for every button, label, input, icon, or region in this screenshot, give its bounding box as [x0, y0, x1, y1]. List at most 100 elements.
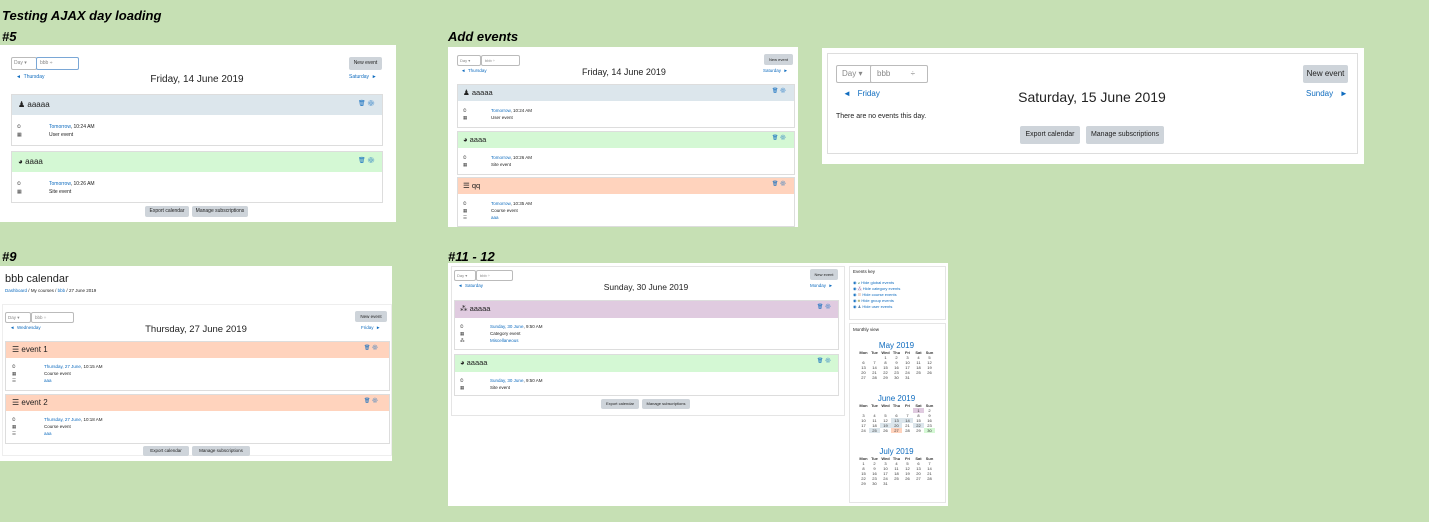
breadcrumb-course[interactable]: bbb: [57, 288, 66, 293]
course-select[interactable]: bbb ÷: [476, 270, 513, 281]
hide-course-events-link[interactable]: Hide course events: [862, 292, 897, 297]
next-day-link[interactable]: Monday ►: [810, 283, 833, 288]
event-title[interactable]: ◕ aaaa: [18, 157, 43, 166]
event-course-link[interactable]: aaa: [491, 215, 499, 220]
event-actions[interactable]: 🗑 ⚙: [817, 358, 831, 364]
event-actions[interactable]: 🗑 ⚙: [772, 135, 786, 141]
hide-category-events-link[interactable]: Hide category events: [862, 286, 901, 291]
prev-day-link[interactable]: ◄ Thursday: [461, 68, 487, 73]
delete-icon[interactable]: 🗑: [772, 88, 779, 94]
gear-icon[interactable]: ⚙: [367, 101, 375, 107]
view-select[interactable]: Day ▾: [454, 270, 476, 281]
user-icon: ♟: [857, 304, 862, 309]
next-day-link[interactable]: Friday ►: [361, 325, 381, 330]
eye-icon[interactable]: ◉: [853, 298, 857, 303]
hide-group-events-link[interactable]: Hide group events: [861, 298, 894, 303]
gear-icon[interactable]: ⚙: [779, 181, 787, 187]
prev-day-link[interactable]: ◄ Thursday: [16, 74, 45, 80]
course-select[interactable]: bbb ÷: [481, 55, 520, 66]
event-course-link[interactable]: aaa: [44, 378, 52, 383]
event-date-link[interactable]: Tomorrow: [491, 201, 511, 206]
next-day-link[interactable]: Sunday ►: [1306, 89, 1348, 98]
event-actions[interactable]: 🗑 ⚙: [772, 181, 786, 187]
event-time: , 10:35 AM: [510, 201, 533, 206]
delete-icon[interactable]: 🗑: [364, 398, 371, 404]
gear-icon[interactable]: ⚙: [779, 135, 787, 141]
delete-icon[interactable]: 🗑: [772, 135, 779, 141]
new-event-button[interactable]: New event: [1303, 65, 1348, 83]
event-actions[interactable]: 🗑 ⚙: [358, 157, 375, 164]
event-date-link[interactable]: Thursday, 27 June: [44, 417, 81, 422]
hide-user-events-link[interactable]: Hide user events: [862, 304, 893, 309]
new-event-button[interactable]: New event: [764, 54, 793, 65]
delete-icon[interactable]: 🗑: [817, 358, 824, 364]
new-event-button[interactable]: New event: [355, 311, 387, 322]
view-select[interactable]: Day ▾: [11, 57, 37, 70]
event-date-link[interactable]: Tomorrow: [49, 181, 71, 187]
event-date-link[interactable]: Tomorrow: [491, 155, 511, 160]
export-calendar-button[interactable]: Export calendar: [601, 399, 639, 409]
gear-icon[interactable]: ⚙: [824, 304, 832, 310]
hide-global-events-link[interactable]: Hide global events: [861, 280, 895, 285]
event-date-link[interactable]: Sunday, 30 June: [490, 378, 524, 383]
event-actions[interactable]: 🗑 ⚙: [358, 100, 375, 107]
export-calendar-button[interactable]: Export calendar: [145, 206, 189, 217]
event-date-link[interactable]: Thursday, 27 June: [44, 364, 81, 369]
course-select[interactable]: bbb ÷: [31, 312, 74, 323]
breadcrumb-my-courses[interactable]: My courses: [30, 288, 54, 293]
prev-day-link[interactable]: ◄ Friday: [843, 89, 880, 98]
course-select[interactable]: bbb ÷: [36, 57, 79, 70]
delete-icon[interactable]: 🗑: [772, 181, 779, 187]
prev-day-link[interactable]: ◄ Wednesday: [10, 325, 41, 330]
gear-icon[interactable]: ⚙: [367, 158, 375, 164]
delete-icon[interactable]: 🗑: [364, 345, 371, 351]
gear-icon[interactable]: ⚙: [779, 88, 787, 94]
event-date-link[interactable]: Tomorrow: [491, 108, 511, 113]
event-category-link[interactable]: Miscellaneous: [490, 338, 519, 343]
event-actions[interactable]: 🗑 ⚙: [772, 88, 786, 94]
eye-icon[interactable]: ◉: [853, 286, 857, 291]
eye-icon[interactable]: ◉: [853, 304, 857, 309]
gear-icon[interactable]: ⚙: [824, 358, 832, 364]
event-title[interactable]: ☰ qq: [463, 181, 481, 190]
delete-icon[interactable]: 🗑: [817, 304, 824, 310]
event-title[interactable]: ⁂ aaaaa: [460, 304, 491, 313]
manage-subscriptions-button[interactable]: Manage subscriptions: [1086, 126, 1164, 144]
month-title[interactable]: July 2019: [879, 447, 914, 456]
delete-icon[interactable]: 🗑: [358, 101, 366, 107]
course-select[interactable]: bbb ÷: [870, 65, 928, 83]
event-actions[interactable]: 🗑 ⚙: [364, 398, 378, 404]
event-title[interactable]: ♟ aaaaa: [463, 88, 493, 97]
manage-subscriptions-button[interactable]: Manage subscriptions: [192, 446, 250, 456]
event-date-link[interactable]: Tomorrow: [49, 124, 71, 130]
view-select[interactable]: Day ▾: [836, 65, 873, 83]
prev-day-link[interactable]: ◄ Saturday: [458, 283, 483, 288]
export-calendar-button[interactable]: Export calendar: [1020, 126, 1080, 144]
manage-subscriptions-button[interactable]: Manage subscriptions: [192, 206, 248, 217]
month-title[interactable]: May 2019: [878, 341, 915, 350]
gear-icon[interactable]: ⚙: [371, 345, 379, 351]
new-event-button[interactable]: New event: [349, 57, 382, 70]
view-select[interactable]: Day ▾: [457, 55, 481, 66]
event-title[interactable]: ☰ event 2: [12, 398, 48, 407]
event-title[interactable]: ◕ aaaaa: [460, 358, 488, 367]
event-title[interactable]: ☰ event 1: [12, 345, 48, 354]
eye-icon[interactable]: ◉: [853, 280, 857, 285]
breadcrumb-dashboard[interactable]: Dashboard: [5, 288, 28, 293]
event-title[interactable]: ♟ aaaaa: [18, 100, 50, 109]
manage-subscriptions-button[interactable]: Manage subscriptions: [642, 399, 690, 409]
event-actions[interactable]: 🗑 ⚙: [817, 304, 831, 310]
export-calendar-button[interactable]: Export calendar: [143, 446, 189, 456]
next-day-link[interactable]: Saturday ►: [349, 74, 377, 80]
event-course-link[interactable]: aaa: [44, 431, 52, 436]
gear-icon[interactable]: ⚙: [371, 398, 379, 404]
event-title[interactable]: ◕ aaaa: [463, 135, 487, 144]
month-title[interactable]: June 2019: [877, 394, 916, 403]
delete-icon[interactable]: 🗑: [358, 158, 366, 164]
event-date-link[interactable]: Sunday, 30 June: [490, 324, 524, 329]
next-day-link[interactable]: Saturday ►: [763, 68, 788, 73]
event-actions[interactable]: 🗑 ⚙: [364, 345, 378, 351]
new-event-button[interactable]: New event: [810, 269, 838, 280]
eye-icon[interactable]: ◉: [853, 292, 857, 297]
view-select[interactable]: Day ▾: [5, 312, 31, 323]
